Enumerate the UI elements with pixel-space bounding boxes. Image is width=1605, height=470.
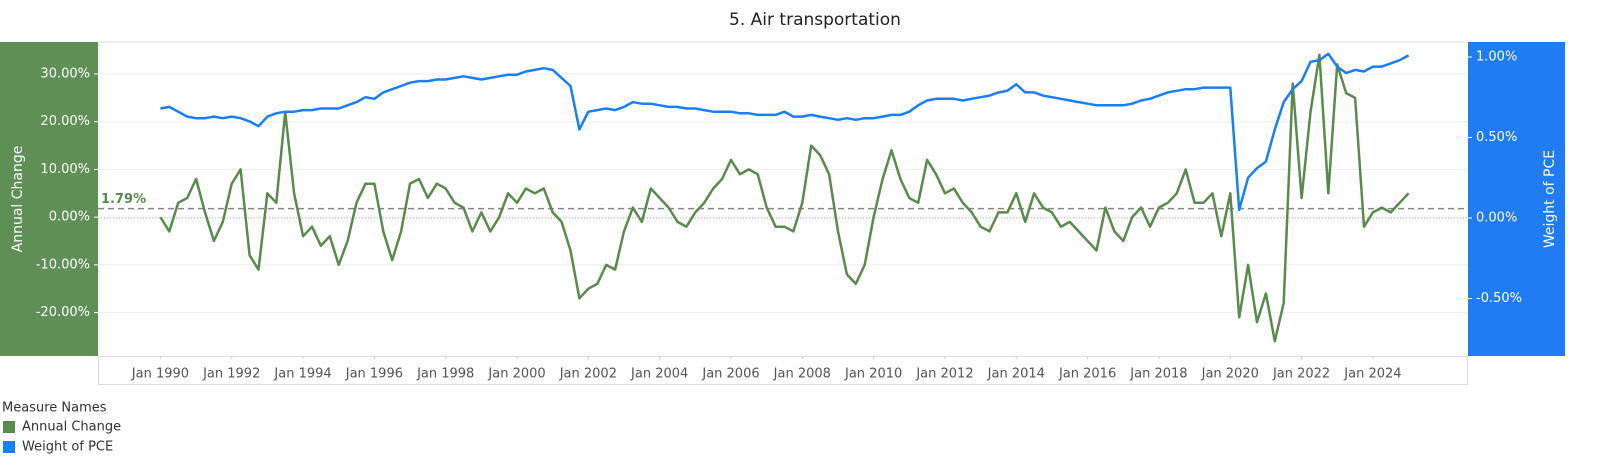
y-axis-title: Annual Change	[10, 146, 26, 253]
y-tick-label: 20.00%	[40, 114, 90, 129]
x-tick-label: Jan 2008	[773, 367, 831, 382]
y2-tick-label: 1.00%	[1476, 49, 1517, 64]
legend-swatch	[3, 421, 15, 433]
x-tick-label: Jan 1994	[273, 367, 331, 382]
y2-tick-label: -0.50%	[1476, 291, 1522, 306]
reference-label: 1.79%	[101, 192, 146, 207]
right-axis-panel	[1468, 42, 1565, 356]
series-line	[159, 53, 1410, 343]
x-tick-label: Jan 2018	[1129, 367, 1187, 382]
legend-label: Weight of PCE	[22, 440, 113, 455]
y2-tick-label: 0.00%	[1476, 211, 1517, 226]
legend-label: Annual Change	[22, 420, 121, 435]
y-tick-label: 30.00%	[40, 66, 90, 81]
series-line	[160, 52, 1410, 212]
x-tick-label: Jan 2012	[915, 367, 973, 382]
x-tick-label: Jan 2014	[987, 367, 1045, 382]
y-tick-label: 0.00%	[49, 210, 90, 225]
chart-title: 5. Air transportation	[729, 10, 901, 30]
y-tick-label: 10.00%	[40, 162, 90, 177]
x-tick-label: Jan 2024	[1343, 367, 1401, 382]
x-tick-label: Jan 2010	[844, 367, 902, 382]
x-tick-label: Jan 2004	[630, 367, 688, 382]
x-tick-label: Jan 2020	[1201, 367, 1259, 382]
x-tick-label: Jan 2000	[487, 367, 545, 382]
x-tick-label: Jan 2016	[1058, 367, 1116, 382]
y2-axis-title: Weight of PCE	[1542, 150, 1558, 248]
x-tick-label: Jan 1998	[416, 367, 474, 382]
x-tick-label: Jan 2002	[559, 367, 617, 382]
legend-swatch	[3, 441, 15, 453]
x-tick-label: Jan 1996	[345, 367, 403, 382]
legend-title: Measure Names	[2, 401, 107, 416]
x-axis-frame	[98, 356, 1468, 385]
left-axis-panel	[0, 42, 98, 356]
x-tick-label: Jan 1992	[202, 367, 260, 382]
x-tick-label: Jan 2022	[1272, 367, 1330, 382]
x-tick-label: Jan 2006	[701, 367, 759, 382]
y2-tick-label: 0.50%	[1476, 130, 1517, 145]
y-tick-label: -10.00%	[36, 257, 90, 272]
y-tick-label: -20.00%	[36, 305, 90, 320]
x-tick-label: Jan 1990	[131, 367, 189, 382]
